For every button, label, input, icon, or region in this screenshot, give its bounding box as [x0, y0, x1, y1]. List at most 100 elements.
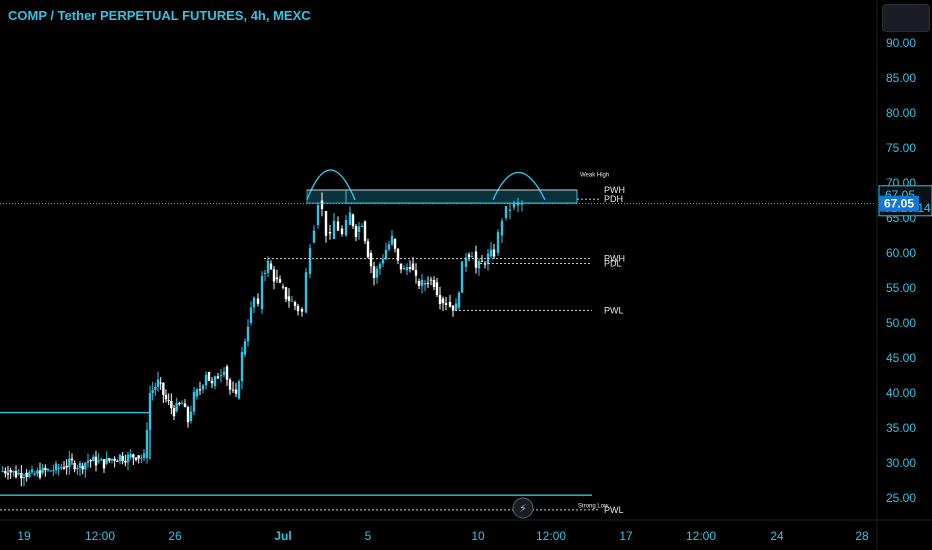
replay-lightning-button[interactable]: ⚡ [512, 497, 534, 519]
candle-body [474, 251, 478, 268]
candle-body [281, 286, 285, 288]
candle-body [470, 256, 474, 258]
candle-body [121, 456, 124, 461]
strong-low-label: Strong Low [578, 504, 609, 510]
top-right-button[interactable] [882, 4, 930, 32]
candle-body [154, 386, 157, 390]
candle-body [137, 455, 140, 459]
candle-body [164, 394, 168, 400]
candle-body [126, 454, 130, 463]
candle-body [366, 241, 370, 258]
x-tick-label: 26 [168, 529, 182, 543]
candle-body [216, 376, 220, 379]
level-label: PDL [604, 259, 622, 269]
candle-body [54, 463, 58, 471]
x-tick-label: 12:00 [85, 529, 115, 543]
candle-body [124, 460, 127, 463]
candle-body [234, 389, 238, 394]
y-tick-label: 90.00 [886, 36, 916, 50]
candle-body [287, 296, 291, 301]
candle-body [65, 465, 68, 468]
candle-body [44, 467, 47, 471]
candle-body [183, 403, 187, 408]
candle-body [36, 470, 39, 474]
x-tick-label: 12:00 [536, 529, 566, 543]
candle-body [89, 460, 92, 462]
candle-body [94, 456, 98, 466]
candle-body [30, 469, 34, 473]
candle-body [170, 400, 173, 409]
candle-body [441, 298, 445, 304]
y-tick-label: 50.00 [886, 316, 916, 330]
zones [306, 169, 578, 204]
candle-body [454, 303, 458, 311]
level-label: PWH [604, 185, 625, 195]
candle-body [22, 477, 26, 479]
candle-body [84, 462, 87, 470]
candle-body [375, 268, 379, 278]
y-tick-label: 85.00 [886, 71, 916, 85]
candle-body [222, 371, 226, 376]
candle-body [92, 456, 95, 462]
y-tick-label: 55.00 [886, 281, 916, 295]
candle-body [76, 468, 79, 470]
candle-body [118, 454, 122, 462]
candle-body [451, 305, 455, 311]
candle-body [180, 403, 184, 405]
candle-body [381, 259, 385, 264]
candle-body [438, 295, 442, 305]
candle-body [201, 385, 205, 390]
candle-body [210, 380, 214, 384]
candle-body [9, 470, 12, 473]
candle-body [228, 379, 232, 390]
candle-body [417, 281, 421, 286]
y-axis[interactable]: 90.0085.0080.0075.0070.0065.0060.0055.00… [876, 0, 916, 550]
candle-body [272, 269, 276, 282]
candle-body [213, 376, 217, 386]
candle-body [408, 267, 412, 269]
candle-body [4, 471, 7, 474]
candle-body [78, 463, 82, 469]
candle-body [20, 473, 23, 479]
candle-body [159, 382, 162, 384]
candle-body [28, 472, 31, 477]
candle-body [393, 239, 397, 249]
candle-body [116, 460, 119, 462]
x-axis[interactable]: 19 12:00 26 Jul 5 10 12:00 17 12:00 24 28 [0, 519, 932, 543]
candle-body [246, 326, 250, 342]
candle-body [496, 232, 500, 253]
candle-body [348, 212, 352, 225]
candle-body [108, 458, 111, 461]
candle-body [396, 248, 400, 261]
candle-body [219, 375, 223, 377]
candle-body [411, 263, 415, 271]
x-tick-label: 24 [770, 529, 784, 543]
candle-body [1, 471, 4, 473]
candle-body [504, 205, 508, 218]
candle-body [336, 221, 340, 231]
candle-body [278, 279, 282, 283]
candle-body [151, 389, 154, 393]
weak-high-label: Weak High [580, 173, 609, 179]
candle-body [492, 249, 496, 257]
candle-body [192, 391, 196, 412]
lightning-icon[interactable] [512, 497, 534, 519]
x-tick-label: 17 [619, 529, 633, 543]
candle-body [175, 403, 178, 412]
candle-body [477, 260, 481, 269]
candle-body [467, 254, 471, 258]
candle-body [320, 200, 324, 210]
candle-body [252, 297, 256, 308]
candle-body [344, 219, 348, 236]
candle-body [198, 389, 202, 391]
support-line [0, 411, 151, 460]
candle-body [332, 220, 336, 239]
level-label: PWH [604, 254, 625, 264]
candle-body [14, 471, 18, 478]
candle-body [189, 411, 193, 421]
candle-body [260, 275, 264, 309]
candle-body [148, 393, 152, 430]
candle-body [97, 460, 100, 462]
candle-body [38, 470, 42, 478]
